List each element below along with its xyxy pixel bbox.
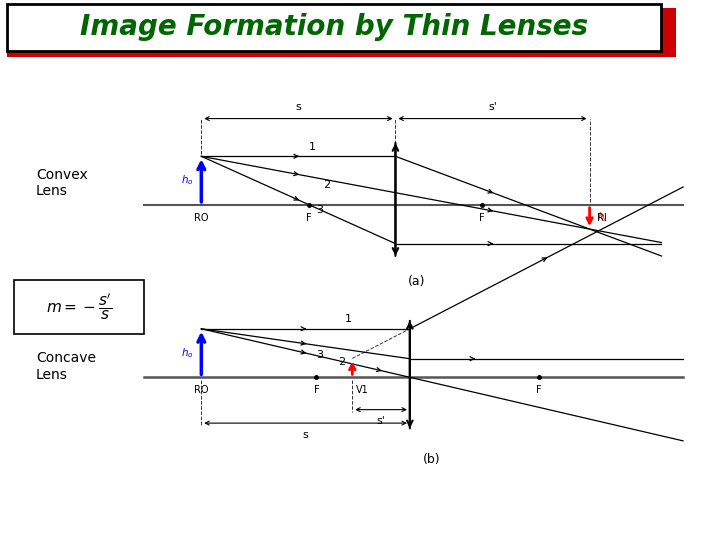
Text: 2: 2 xyxy=(324,180,331,190)
Text: Convex
Lens: Convex Lens xyxy=(36,168,88,198)
Text: $h_i$: $h_i$ xyxy=(597,210,608,224)
Text: RO: RO xyxy=(194,385,209,396)
FancyBboxPatch shape xyxy=(14,280,144,334)
FancyBboxPatch shape xyxy=(7,4,661,51)
Text: s': s' xyxy=(377,416,385,426)
Text: F: F xyxy=(306,213,312,223)
Text: F: F xyxy=(479,213,485,223)
Text: 2: 2 xyxy=(338,357,345,368)
Text: s: s xyxy=(303,430,308,440)
Text: V1: V1 xyxy=(356,385,369,396)
Text: $h_o$: $h_o$ xyxy=(181,346,194,360)
Text: F: F xyxy=(536,385,542,396)
Text: 1: 1 xyxy=(309,142,316,152)
Text: Image Formation by Thin Lenses: Image Formation by Thin Lenses xyxy=(81,13,588,41)
Text: 3: 3 xyxy=(316,350,324,360)
Bar xyxy=(7,8,676,57)
Text: 1: 1 xyxy=(345,314,352,324)
Text: 3: 3 xyxy=(316,205,324,216)
Text: (b): (b) xyxy=(423,453,440,466)
Text: $m = -\dfrac{s'}{s}$: $m = -\dfrac{s'}{s}$ xyxy=(46,292,112,322)
Text: F: F xyxy=(313,385,319,396)
Text: $h_o$: $h_o$ xyxy=(181,174,194,188)
Text: s': s' xyxy=(488,102,497,112)
Text: s: s xyxy=(296,102,301,112)
Text: Concave
Lens: Concave Lens xyxy=(36,351,96,382)
Text: RI: RI xyxy=(597,213,607,223)
Text: (a): (a) xyxy=(408,275,426,288)
Text: RO: RO xyxy=(194,213,209,223)
